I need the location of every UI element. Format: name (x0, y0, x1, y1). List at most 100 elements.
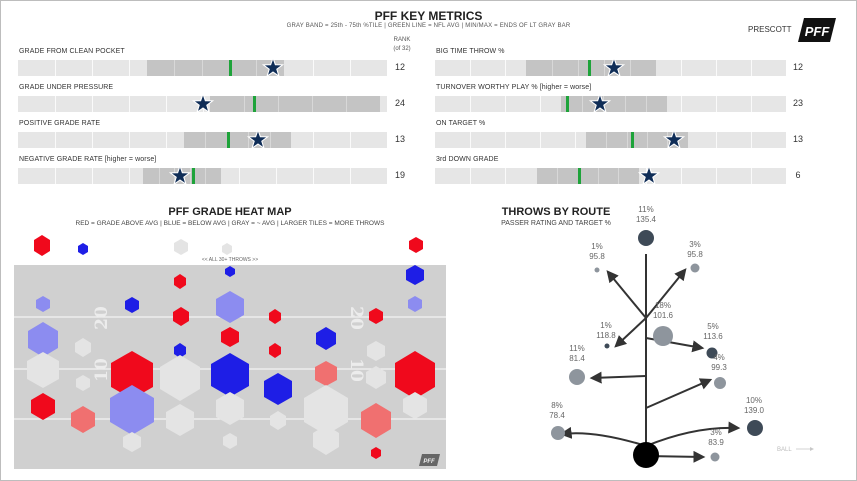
heat-tile (406, 265, 424, 285)
star-icon (638, 165, 661, 186)
star-icon (169, 165, 192, 186)
metric-tick (166, 132, 167, 148)
route-pct: 10% (745, 396, 762, 405)
route-dot (690, 263, 700, 273)
star-icon (662, 129, 685, 150)
metric-label: BIG TIME THROW % (436, 48, 505, 55)
metric-tick (681, 168, 682, 184)
route-label: 11% 81.4 (557, 344, 597, 364)
heat-tile (34, 235, 50, 256)
page-subtitle: GRAY BAND = 25th - 75th %TILE | GREEN LI… (286, 23, 571, 29)
metric-tick (129, 96, 130, 112)
star-icon (588, 93, 611, 114)
metric-nfl-avg-line (192, 168, 196, 184)
metric-band-tick (277, 96, 279, 112)
heat-tile (222, 243, 232, 255)
metric-tick (470, 60, 471, 76)
heat-tile (221, 327, 239, 347)
route-pct: 3% (689, 240, 701, 249)
metric-rank: 19 (394, 170, 405, 180)
metric-tick (751, 60, 752, 76)
ball-label: BALL (777, 447, 792, 453)
heat-tile (225, 266, 235, 277)
metric-tick (505, 60, 506, 76)
metric-band-tick (205, 132, 207, 148)
metric-tick (575, 132, 576, 148)
metric-tick (350, 168, 351, 184)
heat-tile (211, 353, 249, 397)
metric-tick (540, 132, 541, 148)
heat-tile (403, 392, 427, 419)
star-icon (261, 57, 284, 78)
heat-tile (269, 309, 281, 324)
metric-tick (470, 132, 471, 148)
heatmap-subtitle: RED = GRADE ABOVE AVG | BLUE = BELOW AVG… (75, 220, 385, 227)
page-title: PFF KEY METRICS (374, 9, 483, 23)
metric-band-tick (645, 96, 647, 112)
route-label: 1% 118.8 (586, 321, 626, 341)
route-pct: 11% (638, 205, 654, 214)
metric-tick (92, 168, 93, 184)
metric-bar (18, 57, 387, 78)
heat-tile (160, 355, 200, 401)
metric-tick (350, 60, 351, 76)
metric-band-tick (158, 168, 160, 184)
metric-band-tick (189, 168, 191, 184)
heat-tile (173, 307, 189, 326)
metric-rank: 12 (792, 62, 803, 72)
heat-tile (216, 291, 244, 323)
route-dot (594, 267, 600, 273)
metric-tick (505, 132, 506, 148)
metric-bar (435, 57, 786, 78)
route-dot (604, 343, 610, 349)
heat-tile (361, 403, 391, 438)
route-dot (551, 426, 565, 440)
heat-tile (174, 239, 188, 255)
route-label: 4% 99.3 (699, 353, 739, 373)
metric-nfl-avg-line (229, 60, 233, 76)
metric-rank: 12 (394, 62, 405, 72)
heatmap-title: PFF GRADE HEAT MAP (168, 206, 292, 218)
metric-iqr-band (561, 96, 667, 112)
rank-header-label: RANK (393, 37, 411, 43)
metric-tick (751, 168, 752, 184)
route-tree: BALL (551, 230, 814, 468)
heat-tile (174, 274, 186, 289)
route-label: 1% 95.8 (577, 242, 617, 262)
route-dot (706, 347, 718, 359)
metric-bar (435, 93, 786, 114)
route-label: 3% 95.8 (675, 240, 715, 260)
rank-header: RANK (of 32) (384, 36, 420, 54)
metric-tick (92, 96, 93, 112)
heat-tile (216, 392, 244, 425)
metric-band-tick (597, 168, 599, 184)
rank-header-scope: (of 32) (393, 46, 411, 52)
route-pct: 11% (569, 344, 585, 353)
metric-tick (92, 60, 93, 76)
route-rating: 83.9 (708, 438, 724, 447)
metric-band-tick (626, 132, 628, 148)
heat-tile (110, 385, 154, 435)
player-name: PRESCOTT (748, 25, 792, 34)
heat-tile (269, 343, 281, 358)
metric-band-tick (582, 96, 584, 112)
pff-logo-text: PFF (805, 24, 831, 39)
heat-tile (125, 297, 139, 313)
metric-rank: 23 (792, 98, 803, 108)
heat-tile (264, 373, 292, 405)
metric-tick (540, 96, 541, 112)
heat-tile (78, 243, 88, 255)
metric-tick (55, 60, 56, 76)
metric-bar (18, 165, 387, 186)
heat-tile (369, 308, 383, 324)
route-rating: 95.8 (687, 250, 703, 259)
metric-tick (129, 168, 130, 184)
heat-tile (371, 447, 381, 459)
metric-label: 3rd DOWN GRADE (436, 156, 499, 163)
heat-tile (366, 366, 386, 389)
metric-tick (55, 132, 56, 148)
yard-number: 20 (346, 306, 366, 330)
metric-tick (470, 96, 471, 112)
metric-tick (276, 168, 277, 184)
route-label: 8% 78.4 (537, 401, 577, 421)
